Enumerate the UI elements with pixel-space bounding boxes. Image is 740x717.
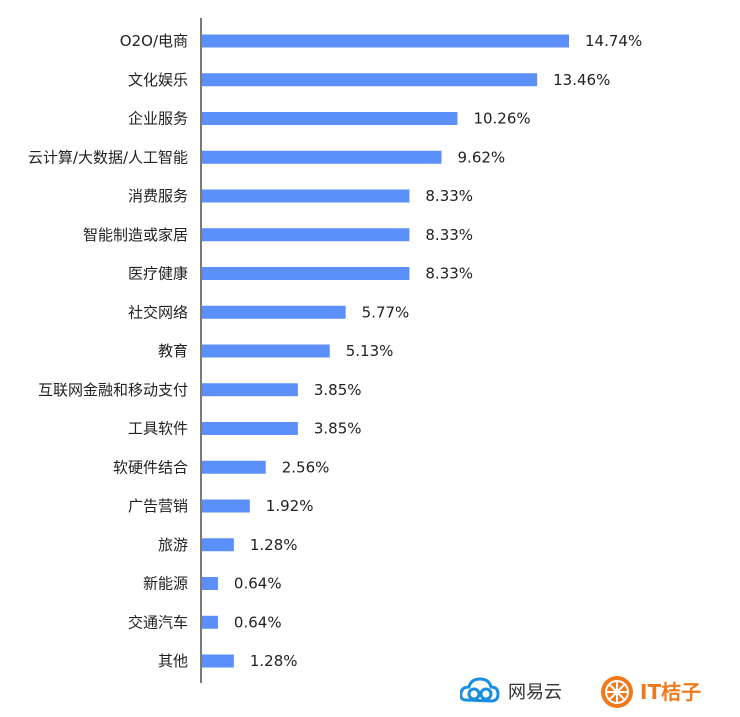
bar xyxy=(202,499,250,513)
category-label: 其他 xyxy=(158,652,188,670)
bar xyxy=(202,267,410,280)
bar xyxy=(202,189,410,203)
value-label: 10.26% xyxy=(473,110,530,128)
orange-slice-icon xyxy=(601,676,633,708)
bar xyxy=(202,344,330,358)
bar xyxy=(202,654,234,668)
value-label: 1.92% xyxy=(266,497,314,515)
category-label: 智能制造或家居 xyxy=(83,226,188,244)
bar xyxy=(202,538,234,552)
category-label: 医疗健康 xyxy=(128,265,188,283)
category-label: 交通汽车 xyxy=(128,613,188,631)
logos-area: 网易云 IT桔子 xyxy=(459,672,735,712)
bar xyxy=(202,34,569,48)
bar xyxy=(202,150,442,164)
bar xyxy=(202,460,266,474)
value-label: 2.56% xyxy=(282,458,330,476)
value-label: 8.33% xyxy=(425,187,473,205)
category-label: 新能源 xyxy=(143,575,188,593)
value-label: 1.28% xyxy=(250,652,298,670)
logos-svg: 网易云 IT桔子 xyxy=(459,676,701,708)
bar xyxy=(202,73,538,87)
value-label: 0.64% xyxy=(234,575,282,593)
bar xyxy=(202,228,410,242)
category-label: 互联网金融和移动支付 xyxy=(38,381,188,399)
netease-cloud-logo: 网易云 xyxy=(459,677,562,703)
cloud-icon xyxy=(459,677,500,703)
bar xyxy=(202,615,218,629)
category-label: 广告营销 xyxy=(128,497,188,515)
category-label: 软硬件结合 xyxy=(113,458,188,476)
bar xyxy=(202,305,346,319)
category-label: 企业服务 xyxy=(128,110,188,128)
bar xyxy=(202,112,458,125)
category-label: 教育 xyxy=(158,342,188,360)
value-label: 8.33% xyxy=(425,265,473,283)
bar xyxy=(202,422,298,435)
bar xyxy=(202,383,298,397)
itjuzi-text: IT桔子 xyxy=(640,680,701,704)
value-label: 5.13% xyxy=(346,342,394,360)
value-label: 0.64% xyxy=(234,613,282,631)
bar xyxy=(202,577,218,590)
category-label: 文化娱乐 xyxy=(128,71,188,89)
itjuzi-logo: IT桔子 xyxy=(601,676,701,708)
value-label: 3.85% xyxy=(314,420,362,438)
netease-cloud-text: 网易云 xyxy=(508,682,562,703)
category-label: O2O/电商 xyxy=(120,32,188,50)
category-label: 云计算/大数据/人工智能 xyxy=(28,148,188,166)
category-label: 消费服务 xyxy=(128,187,188,205)
value-label: 1.28% xyxy=(250,536,298,554)
value-label: 5.77% xyxy=(362,303,410,321)
category-label: 社交网络 xyxy=(128,303,188,321)
bars-group: O2O/电商 14.74% 文化娱乐 13.46% 企业服务 10.26% 云计算/大数据/… xyxy=(28,32,642,670)
value-label: 8.33% xyxy=(425,226,473,244)
value-label: 3.85% xyxy=(314,381,362,399)
category-label: 工具软件 xyxy=(128,420,188,438)
value-label: 9.62% xyxy=(458,148,506,166)
value-label: 14.74% xyxy=(585,32,642,50)
category-label: 旅游 xyxy=(158,536,188,554)
value-label: 13.46% xyxy=(553,71,610,89)
